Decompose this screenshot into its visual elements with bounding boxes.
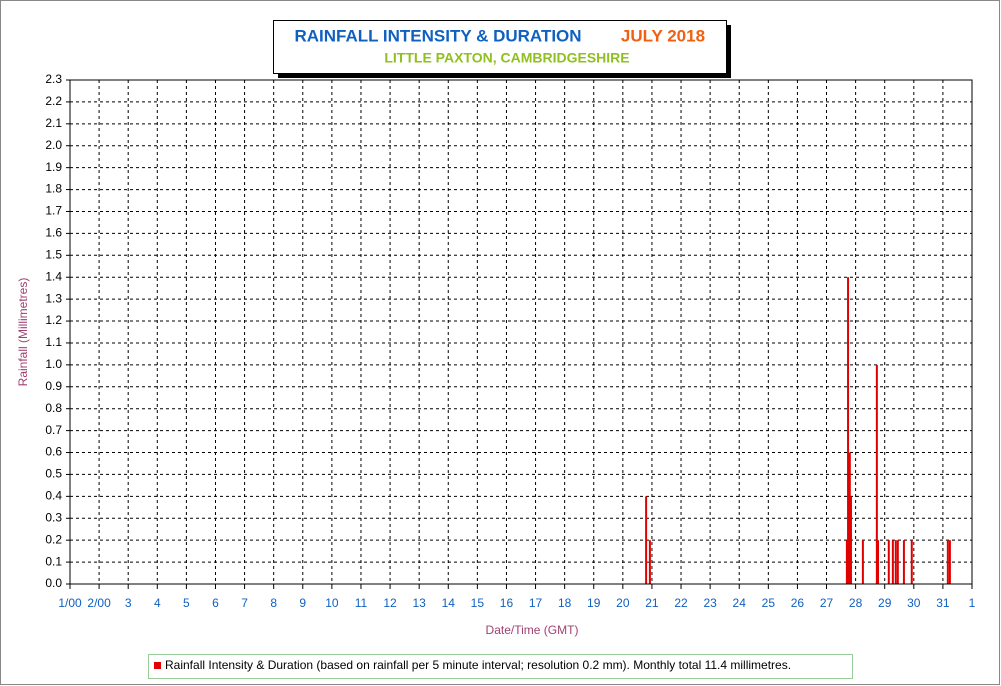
x-tick-label: 30 [907,596,921,610]
y-tick-label: 0.6 [45,445,62,459]
y-tick-label: 0.5 [45,467,62,481]
bar [894,540,897,584]
y-tick-label: 2.3 [45,72,62,86]
x-tick-label: 22 [674,596,688,610]
x-tick-label: 10 [325,596,339,610]
y-tick-label: 1.3 [45,291,62,305]
y-tick-label: 1.7 [45,204,62,218]
x-tick-label: 17 [529,596,543,610]
y-tick-label: 0.3 [45,510,62,524]
x-tick-label: 12 [383,596,397,610]
x-tick-label: 28 [849,596,863,610]
x-tick-label: 3 [125,596,132,610]
bar [891,540,894,584]
bar [902,540,905,584]
x-tick-label: 19 [587,596,601,610]
bar [946,540,949,584]
y-tick-label: 1.1 [45,335,62,349]
x-tick-label: 21 [645,596,659,610]
x-tick-label: 16 [500,596,514,610]
bar [648,540,651,584]
y-tick-label: 2.2 [45,94,62,108]
y-tick-label: 0.1 [45,554,62,568]
y-tick-label: 0.9 [45,379,62,393]
bar [887,540,890,584]
bar [910,540,913,584]
bar [847,277,850,584]
bar [948,540,951,584]
bar [848,452,851,584]
bar [861,540,864,584]
legend-label: Rainfall Intensity & Duration (based on … [165,658,791,672]
bar [645,496,648,584]
x-tick-label: 20 [616,596,630,610]
x-tick-label: 31 [936,596,950,610]
x-tick-label: 14 [442,596,456,610]
y-tick-label: 0.8 [45,401,62,415]
legend-swatch [154,662,161,669]
x-tick-label: 24 [733,596,747,610]
y-tick-label: 0.4 [45,489,62,503]
x-tick-label: 11 [355,596,368,610]
x-tick-label: 23 [703,596,717,610]
title-box [273,20,727,74]
x-tick-label: 2/00 [87,596,111,610]
x-tick-label: 1 [969,596,976,610]
x-tick-label: 8 [270,596,277,610]
y-tick-label: 1.4 [45,269,62,283]
y-tick-label: 0.2 [45,532,62,546]
bar [896,540,899,584]
y-axis-label: Rainfall (Millimetres) [16,278,30,387]
y-tick-label: 0.0 [45,576,62,590]
x-tick-label: 18 [558,596,572,610]
x-axis-label: Date/Time (GMT) [486,623,579,637]
legend-box [148,654,853,679]
x-tick-label: 27 [820,596,834,610]
x-tick-label: 13 [412,596,426,610]
bar [875,364,878,584]
y-tick-label: 1.6 [45,226,62,240]
y-tick-label: 1.0 [45,357,62,371]
y-tick-label: 1.8 [45,182,62,196]
x-tick-label: 6 [212,596,219,610]
x-tick-label: 26 [791,596,805,610]
x-tick-label: 15 [471,596,485,610]
bar [849,496,852,584]
x-tick-label: 7 [241,596,248,610]
y-tick-label: 1.5 [45,247,62,261]
chart-subtitle: LITTLE PAXTON, CAMBRIDGESHIRE [384,50,629,66]
bar [845,540,848,584]
x-tick-label: 5 [183,596,190,610]
x-tick-label: 29 [878,596,892,610]
x-tick-label: 1/00 [58,596,82,610]
x-tick-label: 9 [299,596,306,610]
plot-area [69,79,973,585]
chart-period: JULY 2018 [621,26,705,45]
y-tick-label: 2.1 [45,116,62,130]
y-tick-label: 2.0 [45,138,62,152]
bar [877,540,880,584]
x-tick-label: 25 [762,596,776,610]
y-tick-label: 1.9 [45,160,62,174]
x-tick-label: 4 [154,596,161,610]
y-tick-label: 0.7 [45,423,62,437]
chart-title: RAINFALL INTENSITY & DURATION [294,26,581,45]
plot-border [69,79,973,585]
y-tick-label: 1.2 [45,313,62,327]
